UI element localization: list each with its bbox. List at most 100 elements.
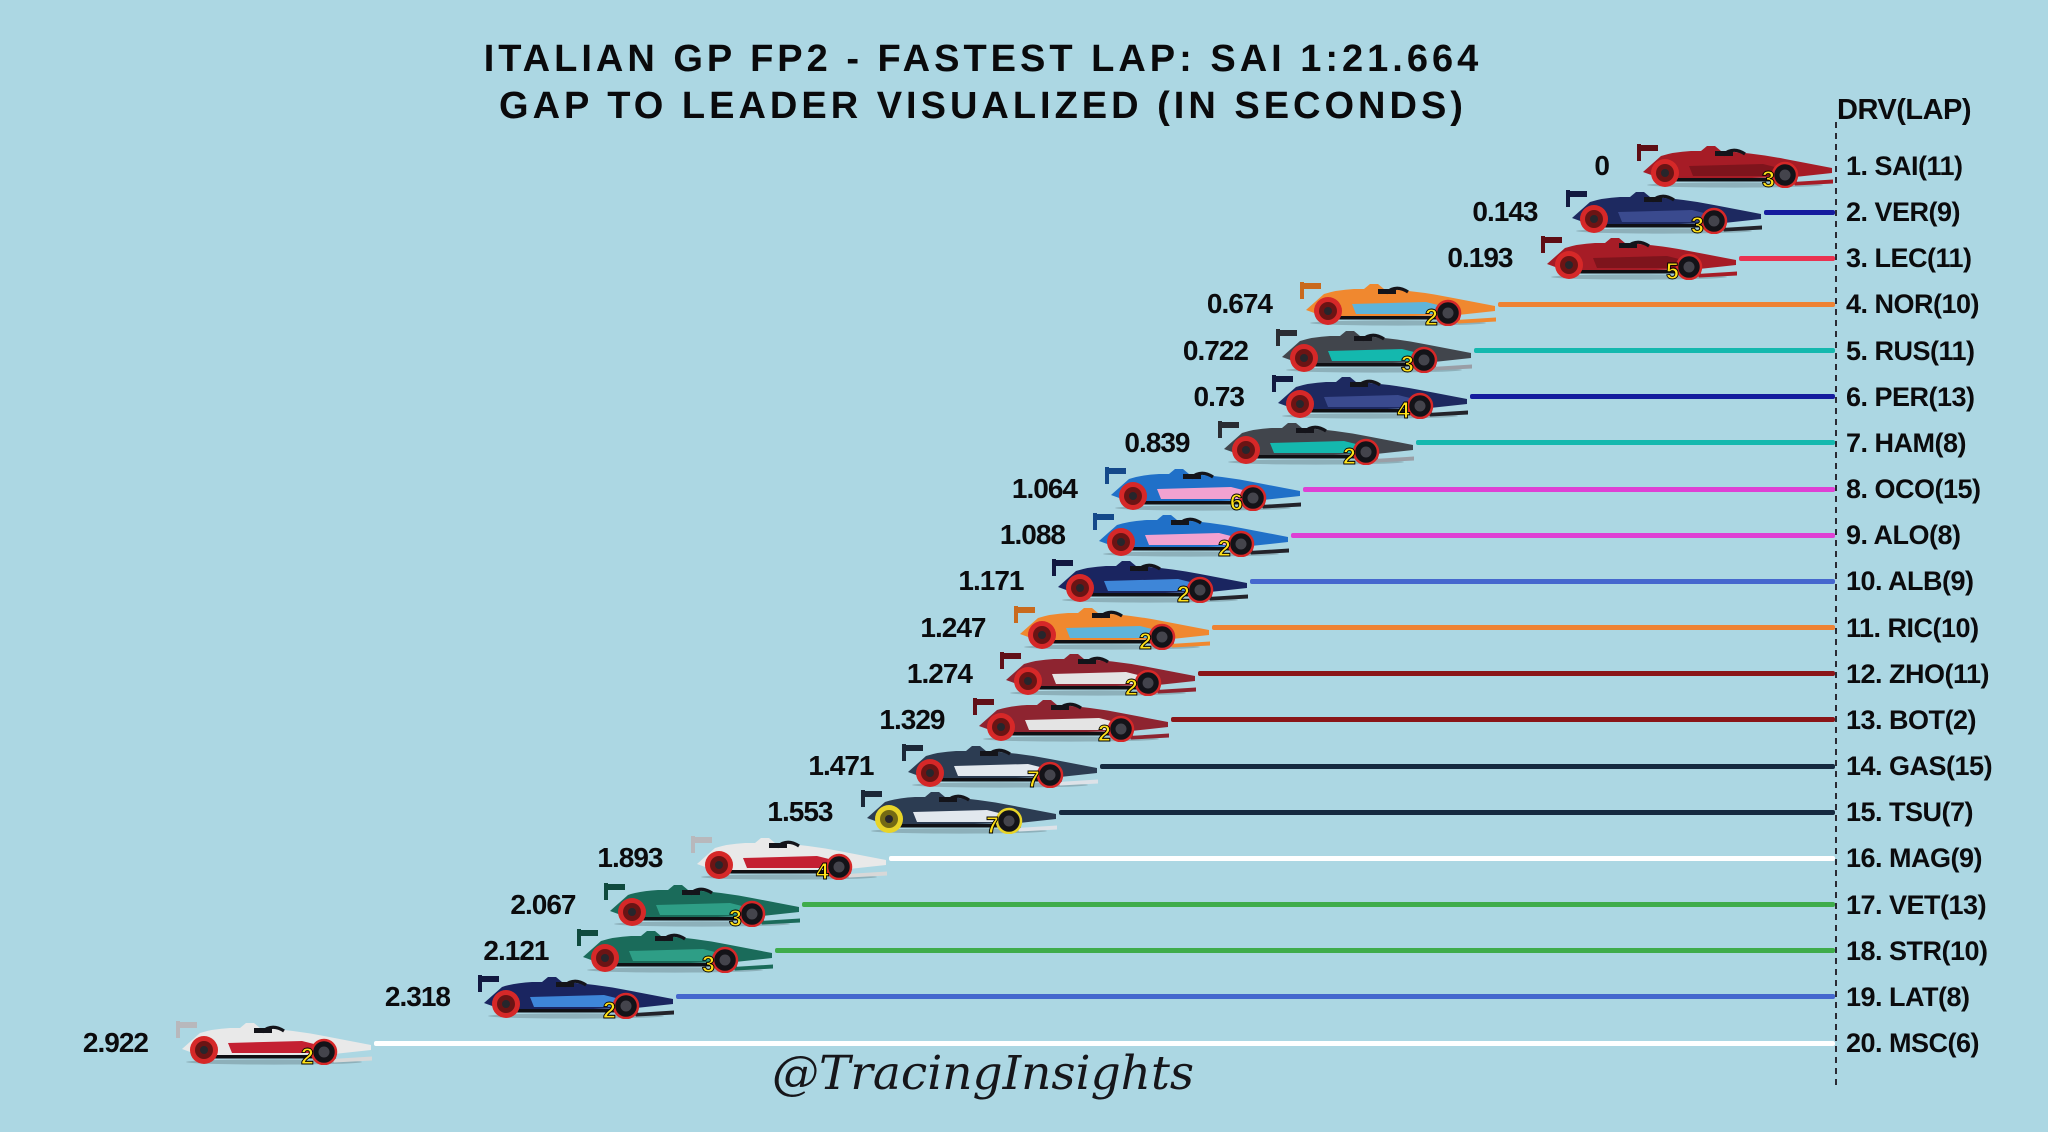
driver-label: 12. ZHO(11)	[1846, 658, 1990, 689]
svg-text:3: 3	[1762, 166, 1775, 188]
chart-title-line1: ITALIAN GP FP2 - FASTEST LAP: SAI 1:21.6…	[483, 38, 1483, 80]
svg-text:2: 2	[1343, 443, 1356, 465]
gap-bar-line	[374, 1040, 1835, 1046]
svg-text:2: 2	[301, 1043, 314, 1065]
svg-text:7: 7	[1027, 766, 1040, 788]
gap-bar-line	[774, 948, 1835, 954]
gap-bar-line	[1470, 394, 1835, 400]
f1-car-icon: 3	[1564, 188, 1764, 235]
gap-bar-line	[888, 855, 1835, 861]
gap-value-label: 1.171	[958, 565, 1024, 597]
gap-bar-line	[1303, 486, 1835, 492]
axis-column-header: DRV(LAP)	[1837, 94, 1972, 126]
driver-label: 20. MSC(6)	[1846, 1028, 1980, 1059]
f1-car-icon: 6	[1103, 465, 1303, 512]
gap-bar-line	[676, 994, 1835, 1000]
driver-label: 17. VET(13)	[1846, 889, 1987, 920]
gap-value-label: 2.067	[510, 888, 576, 920]
f1-car-icon: 2	[174, 1019, 374, 1066]
gap-value-label: 0.143	[1472, 196, 1538, 228]
svg-text:3: 3	[1691, 212, 1704, 234]
driver-label: 15. TSU(7)	[1846, 797, 1974, 828]
gap-value-label: 0	[1594, 150, 1610, 181]
gap-value-label: 1.064	[1011, 473, 1078, 505]
chart-title-line2: GAP TO LEADER VISUALIZED (IN SECONDS)	[499, 85, 1467, 128]
f1-car-icon: 2	[476, 973, 676, 1019]
gap-bar-line	[1415, 440, 1835, 446]
gap-value-label: 1.247	[920, 611, 986, 643]
watermark-text: @TracingInsights	[772, 1046, 1194, 1101]
driver-label: 2. VER(9)	[1846, 197, 1961, 228]
svg-text:2: 2	[603, 997, 616, 1019]
driver-label: 18. STR(10)	[1846, 935, 1988, 966]
gap-bar-line	[1211, 625, 1835, 631]
driver-label: 19. LAT(8)	[1846, 981, 1970, 1012]
gap-value-label: 0.722	[1182, 334, 1249, 366]
f1-car-icon: 3	[602, 881, 802, 927]
f1-car-icon: 2	[1216, 419, 1416, 465]
f1-car-icon: 4	[1270, 373, 1470, 419]
driver-label: 10. ALB(9)	[1846, 566, 1974, 597]
f1-car-icon: 2	[998, 650, 1198, 696]
gap-value-label: 1.329	[879, 703, 945, 735]
gap-value-label: 0.193	[1447, 242, 1513, 274]
gap-bar-line	[1249, 578, 1835, 584]
gap-value-label: 1.471	[808, 750, 874, 782]
gap-value-label: 1.088	[999, 519, 1066, 551]
gap-bar-line	[1738, 255, 1835, 261]
svg-text:2: 2	[1218, 535, 1231, 557]
axis-dashed-line	[1835, 122, 1837, 1090]
svg-text:7: 7	[986, 812, 999, 834]
driver-label: 6. PER(13)	[1846, 381, 1975, 412]
svg-text:2: 2	[1139, 628, 1152, 650]
gap-bar-line	[1291, 532, 1835, 538]
svg-text:3: 3	[702, 951, 715, 973]
gap-value-label: 0.73	[1193, 380, 1246, 412]
driver-label: 4. NOR(10)	[1846, 289, 1980, 320]
svg-text:3: 3	[1401, 351, 1414, 373]
svg-text:3: 3	[729, 905, 742, 927]
gap-value-label: 1.893	[597, 842, 663, 874]
f1-car-icon: 3	[575, 927, 775, 973]
driver-label: 1. SAI(11)	[1846, 151, 1963, 181]
gap-bar-line	[1099, 763, 1835, 769]
driver-label: 16. MAG(9)	[1846, 843, 1983, 874]
driver-label: 9. ALO(8)	[1846, 520, 1961, 551]
gap-bar-line	[1170, 717, 1835, 723]
svg-text:2: 2	[1098, 720, 1111, 742]
gap-bar-line	[801, 902, 1835, 908]
gap-bar-line	[1498, 301, 1835, 307]
svg-text:2: 2	[1425, 304, 1438, 326]
f1-car-icon: 3	[1635, 142, 1835, 188]
f1-car-icon: 7	[900, 742, 1100, 789]
f1-car-icon: 7	[859, 788, 1059, 835]
svg-text:2: 2	[1125, 674, 1138, 696]
gap-bar-line	[1198, 671, 1835, 677]
f1-car-icon: 5	[1539, 234, 1739, 281]
gap-value-label: 1.274	[906, 657, 973, 689]
driver-label: 11. RIC(10)	[1846, 612, 1979, 643]
driver-label: 3. LEC(11)	[1846, 243, 1972, 274]
svg-text:6: 6	[1230, 489, 1243, 511]
driver-label: 8. OCO(15)	[1846, 474, 1981, 505]
gap-value-label: 1.553	[767, 796, 833, 828]
f1-car-icon: 4	[689, 834, 889, 881]
f1-car-icon: 2	[971, 696, 1171, 742]
chart-title: ITALIAN GP FP2 - FASTEST LAP: SAI 1:21.6…	[0, 36, 1966, 130]
driver-label: 5. RUS(11)	[1846, 335, 1975, 366]
gap-bar-line	[1058, 809, 1835, 815]
f1-car-icon: 2	[1091, 511, 1291, 558]
f1-car-icon: 2	[1012, 604, 1212, 650]
f1-car-icon: 2	[1298, 280, 1498, 327]
svg-text:4: 4	[816, 858, 829, 880]
driver-label: 14. GAS(15)	[1846, 751, 1993, 782]
driver-label: 13. BOT(2)	[1846, 704, 1977, 735]
svg-text:2: 2	[1177, 581, 1190, 603]
gap-value-label: 2.922	[82, 1027, 149, 1059]
gap-bar-line	[1474, 348, 1835, 354]
f1-car-icon: 3	[1274, 327, 1474, 373]
gap-bar-line	[1763, 209, 1835, 215]
driver-label: 7. HAM(8)	[1846, 427, 1967, 458]
